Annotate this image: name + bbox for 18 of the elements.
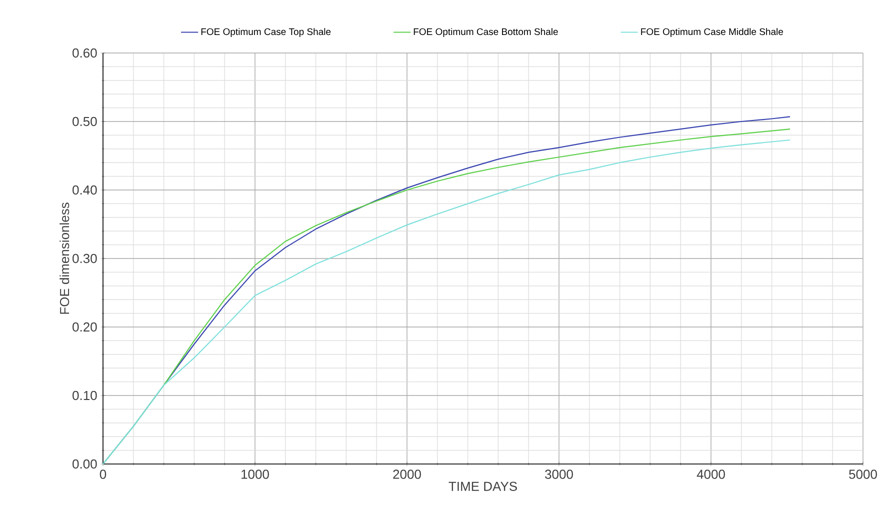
y-tick-label: 0.40 xyxy=(72,185,97,195)
y-tick-label: 0.50 xyxy=(72,116,97,126)
legend-label: FOE Optimum Case Middle Shale xyxy=(641,28,784,37)
y-tick-label: 0.10 xyxy=(72,390,97,400)
x-tick-label: 1000 xyxy=(242,470,269,479)
legend-label: FOE Optimum Case Top Shale xyxy=(201,28,331,37)
y-tick-label: 0.60 xyxy=(72,48,97,58)
x-tick-label: 2000 xyxy=(393,470,421,479)
y-tick-label: 0.00 xyxy=(72,459,97,469)
y-tick-label: 0.30 xyxy=(72,254,97,264)
x-axis-title: TIME DAYS xyxy=(448,482,517,491)
x-tick-label: 3000 xyxy=(545,470,573,479)
y-axis-title: FOE dimensionless xyxy=(60,202,70,314)
legend-label: FOE Optimum Case Bottom Shale xyxy=(414,28,558,37)
y-tick-label: 0.20 xyxy=(72,322,97,332)
x-tick-label: 0 xyxy=(100,470,106,479)
x-tick-label: 4000 xyxy=(696,470,725,479)
x-tick-label: 5000 xyxy=(849,470,877,479)
